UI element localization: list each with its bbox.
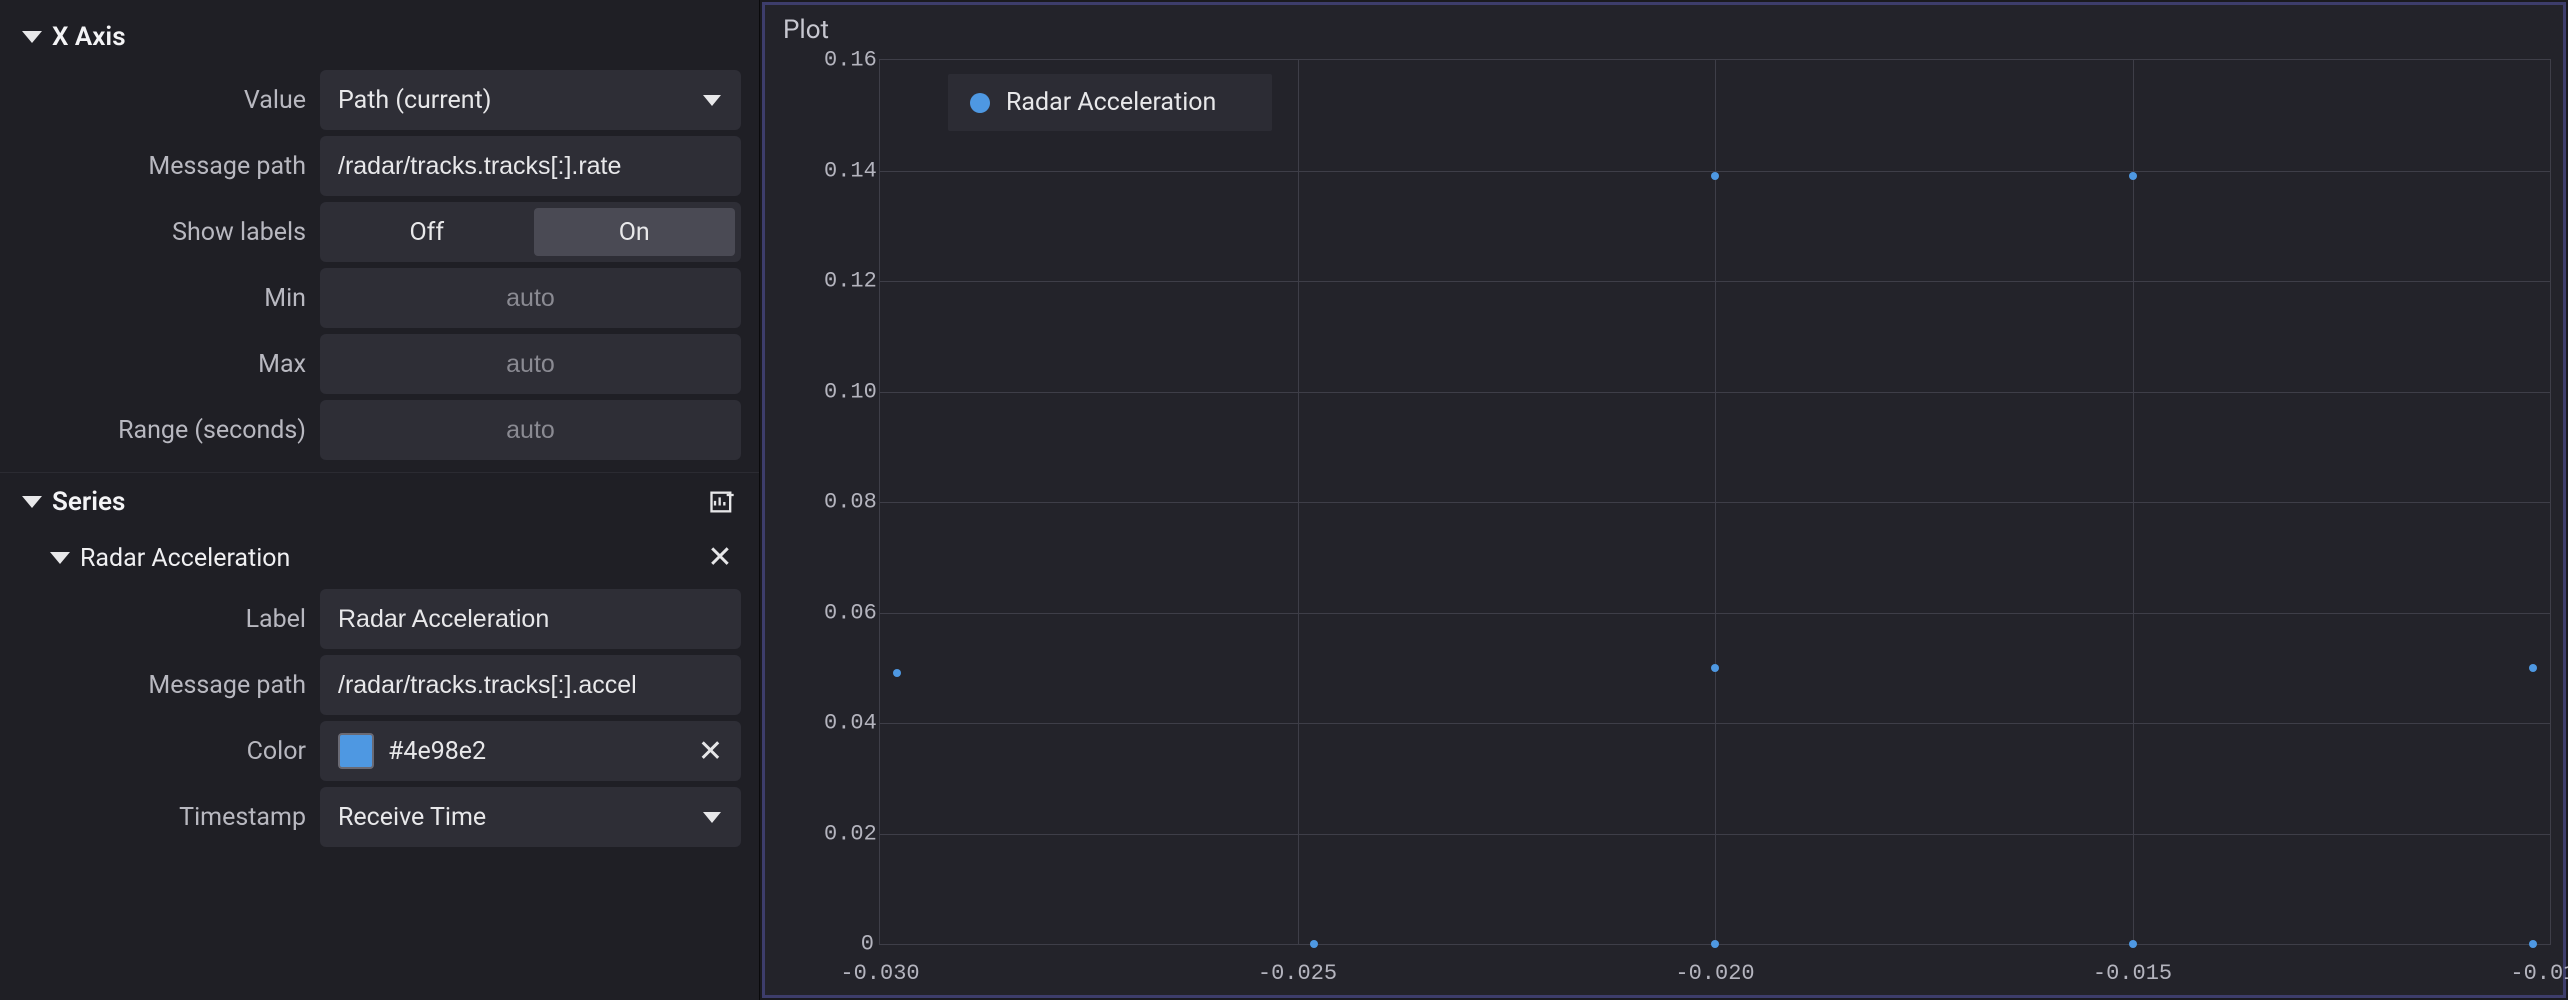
xtick-label: -0.020 (1675, 961, 1754, 986)
gridline-vertical (1298, 60, 1299, 944)
xaxis-range-label: Range (seconds) (18, 416, 306, 445)
data-point (1711, 664, 1719, 672)
xtick-label: -0.030 (840, 961, 919, 986)
settings-sidebar: X Axis Value Path (current) Message path… (0, 0, 760, 1000)
xaxis-max-label: Max (18, 350, 306, 379)
chevron-down-icon (703, 95, 721, 106)
xaxis-min-row: Min (18, 268, 741, 328)
ytick-label: 0.10 (824, 379, 874, 404)
clear-color-button[interactable]: ✕ (698, 734, 723, 769)
data-point (2129, 172, 2137, 180)
xaxis-min-label: Min (18, 284, 306, 313)
plot-grid: Radar Acceleration 0.160.140.120.100.080… (879, 59, 2551, 945)
series-section-title: Series (52, 487, 125, 517)
xaxis-max-input[interactable] (320, 334, 741, 394)
series-label-label: Label (18, 605, 306, 634)
xaxis-min-field[interactable] (338, 284, 723, 313)
caret-down-icon (50, 552, 70, 564)
data-point (1711, 172, 1719, 180)
remove-series-button[interactable]: ✕ (703, 543, 737, 573)
series-timestamp-label: Timestamp (18, 803, 306, 832)
series-color-value: #4e98e2 (388, 737, 486, 766)
data-point (2129, 940, 2137, 948)
series-item-name: Radar Acceleration (80, 544, 290, 573)
xaxis-range-input[interactable] (320, 400, 741, 460)
xaxis-showlabels-toggle: Off On (320, 202, 741, 262)
xaxis-value-select[interactable]: Path (current) (320, 70, 741, 130)
ytick-label: 0.16 (824, 48, 874, 73)
ytick-label: 0.12 (824, 269, 874, 294)
chevron-down-icon (703, 812, 721, 823)
xaxis-min-input[interactable] (320, 268, 741, 328)
showlabels-on-button[interactable]: On (534, 208, 736, 256)
data-point (2529, 940, 2537, 948)
series-item-header[interactable]: Radar Acceleration ✕ (0, 531, 759, 585)
showlabels-off-button[interactable]: Off (326, 208, 528, 256)
series-path-row: Message path (18, 655, 741, 715)
plot-legend[interactable]: Radar Acceleration (948, 74, 1272, 131)
xaxis-path-input[interactable] (320, 136, 741, 196)
series-timestamp-row: Timestamp Receive Time (18, 787, 741, 847)
ytick-label: 0 (824, 932, 874, 957)
series-path-label: Message path (18, 671, 306, 700)
xtick-label: -0.010 (2510, 961, 2568, 986)
xaxis-form: Value Path (current) Message path Show l… (0, 66, 759, 472)
xaxis-path-field[interactable] (338, 152, 723, 181)
xaxis-section-header[interactable]: X Axis (0, 8, 759, 66)
caret-down-icon (22, 496, 42, 508)
data-point (2529, 664, 2537, 672)
xaxis-max-row: Max (18, 334, 741, 394)
legend-label: Radar Acceleration (1006, 88, 1216, 117)
series-color-row: Color #4e98e2 ✕ (18, 721, 741, 781)
series-label-field[interactable] (338, 605, 723, 634)
color-swatch[interactable] (338, 733, 374, 769)
series-timestamp-value: Receive Time (338, 803, 486, 832)
xaxis-range-row: Range (seconds) (18, 400, 741, 460)
xaxis-showlabels-row: Show labels Off On (18, 202, 741, 262)
add-chart-icon (708, 488, 736, 516)
series-path-input[interactable] (320, 655, 741, 715)
ytick-label: 0.04 (824, 711, 874, 736)
gridline-vertical (2133, 60, 2134, 944)
xaxis-path-row: Message path (18, 136, 741, 196)
series-label-input[interactable] (320, 589, 741, 649)
ytick-label: 0.06 (824, 600, 874, 625)
series-item-form: Label Message path Color #4e98e2 ✕ Times… (0, 585, 759, 859)
xtick-label: -0.025 (1258, 961, 1337, 986)
xaxis-path-label: Message path (18, 152, 306, 181)
xtick-label: -0.015 (2093, 961, 2172, 986)
ytick-label: 0.14 (824, 158, 874, 183)
add-series-button[interactable] (707, 487, 737, 517)
xaxis-section-title: X Axis (52, 22, 126, 52)
caret-down-icon (22, 31, 42, 43)
xaxis-value-selected: Path (current) (338, 86, 491, 115)
plot-title: Plot (765, 5, 2563, 55)
series-path-field[interactable] (338, 671, 723, 700)
data-point (1711, 940, 1719, 948)
gridline-vertical (1715, 60, 1716, 944)
data-point (1310, 940, 1318, 948)
xaxis-range-field[interactable] (338, 416, 723, 445)
xaxis-showlabels-label: Show labels (18, 218, 306, 247)
plot-panel: Plot Radar Acceleration 0.160.140.120.10… (762, 2, 2566, 998)
series-label-row: Label (18, 589, 741, 649)
xaxis-value-row: Value Path (current) (18, 70, 741, 130)
xaxis-value-label: Value (18, 86, 306, 115)
series-color-input[interactable]: #4e98e2 ✕ (320, 721, 741, 781)
plot-area[interactable]: Radar Acceleration 0.160.140.120.100.080… (821, 59, 2551, 945)
xaxis-max-field[interactable] (338, 350, 723, 379)
series-timestamp-select[interactable]: Receive Time (320, 787, 741, 847)
series-section-header[interactable]: Series (0, 472, 759, 531)
legend-marker-icon (970, 93, 990, 113)
ytick-label: 0.08 (824, 490, 874, 515)
data-point (893, 669, 901, 677)
ytick-label: 0.02 (824, 821, 874, 846)
series-color-label: Color (18, 737, 306, 766)
